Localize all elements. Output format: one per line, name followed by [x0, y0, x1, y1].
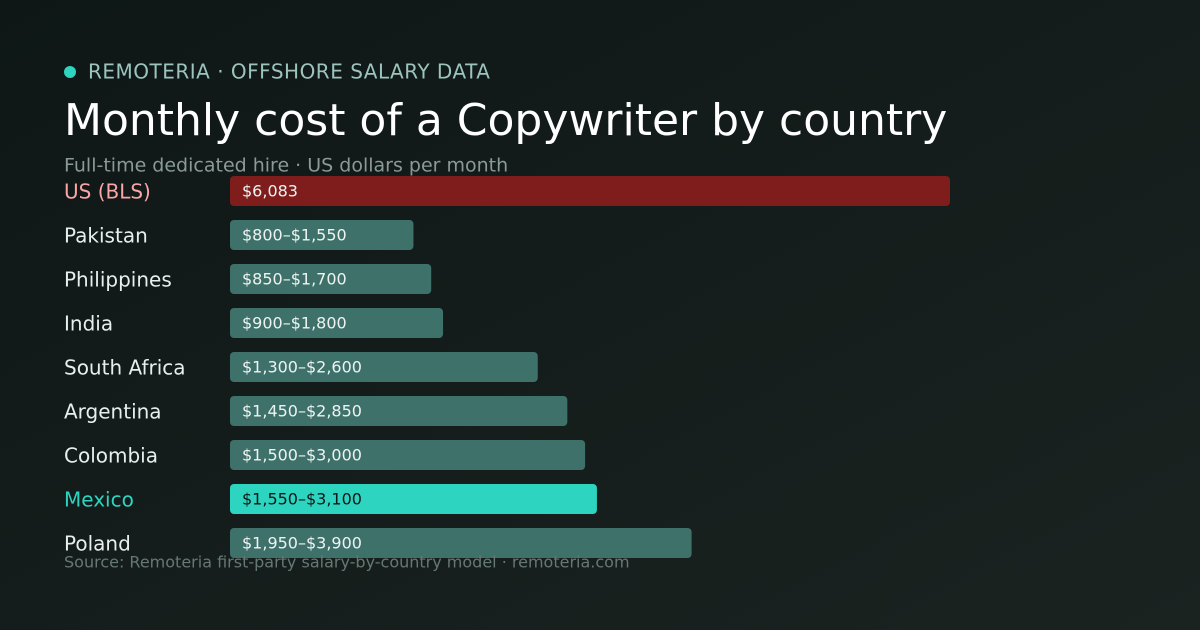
- category-label: Pakistan: [64, 224, 148, 248]
- value-label: $1,950–$3,900: [242, 534, 362, 553]
- value-label: $850–$1,700: [242, 270, 347, 289]
- category-label: South Africa: [64, 356, 186, 380]
- bar: [230, 220, 414, 250]
- bar: [230, 176, 950, 206]
- value-label: $1,300–$2,600: [242, 358, 362, 377]
- category-label: India: [64, 312, 113, 336]
- bar: [230, 308, 444, 338]
- value-label: $1,500–$3,000: [242, 446, 362, 465]
- subtitle: Full-time dedicated hire · US dollars pe…: [64, 155, 508, 177]
- value-label: $6,083: [242, 182, 298, 201]
- category-label: Poland: [64, 532, 131, 556]
- category-label: Argentina: [64, 400, 162, 424]
- bar: [230, 440, 586, 470]
- category-label: Colombia: [64, 444, 158, 468]
- value-label: $1,450–$2,850: [242, 402, 362, 421]
- bar: [230, 264, 432, 294]
- eyebrow: REMOTERIA · OFFSHORE SALARY DATA: [88, 60, 490, 84]
- bar: [230, 484, 597, 514]
- category-label: US (BLS): [64, 180, 151, 204]
- bar: [230, 528, 692, 558]
- value-label: $1,550–$3,100: [242, 490, 362, 509]
- value-label: $900–$1,800: [242, 314, 347, 333]
- bar: [230, 396, 568, 426]
- category-label: Philippines: [64, 268, 172, 292]
- category-label: Mexico: [64, 488, 134, 512]
- source: Source: Remoteria first-party salary-by-…: [64, 553, 630, 572]
- chart-title: Monthly cost of a Copywriter by country: [64, 95, 947, 146]
- eyebrow-dot: [64, 66, 76, 78]
- bar: [230, 352, 538, 382]
- value-label: $800–$1,550: [242, 226, 347, 245]
